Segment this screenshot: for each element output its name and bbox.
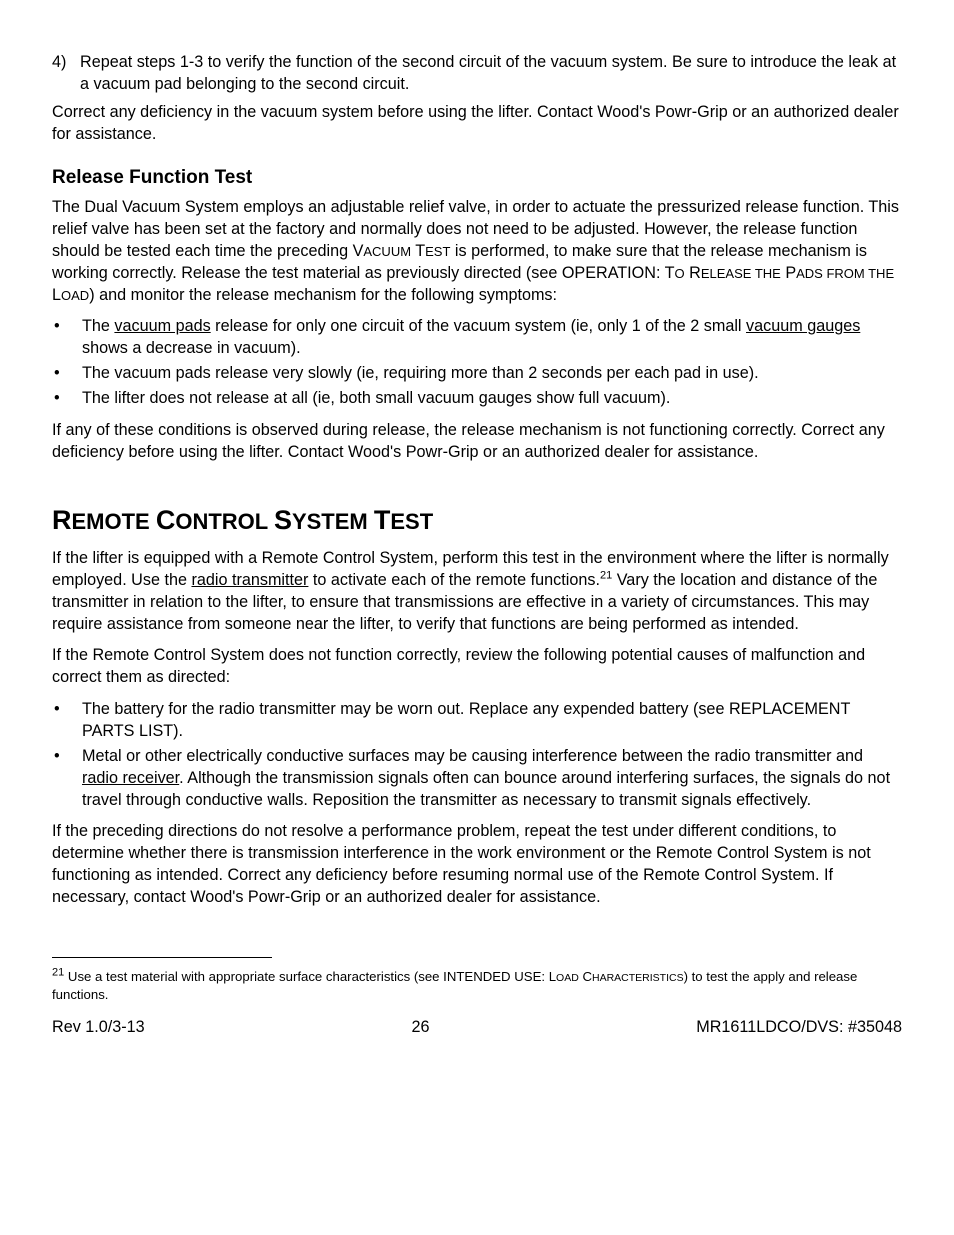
bullet-text: The vacuum pads release very slowly (ie,…	[82, 363, 902, 385]
text: R	[685, 264, 701, 282]
bullet-text: The vacuum pads release for only one cir…	[82, 316, 902, 360]
bullet-icon: •	[52, 363, 82, 385]
text: The	[82, 317, 114, 335]
release-bullet-3: • The lifter does not release at all (ie…	[52, 388, 902, 410]
paragraph-remote-malfunction: If the Remote Control System does not fu…	[52, 645, 902, 689]
cap: T	[374, 505, 391, 535]
heading-release-function-test: Release Function Test	[52, 165, 902, 191]
text: P	[781, 264, 796, 282]
paragraph-if-any-conditions: If any of these conditions is observed d…	[52, 420, 902, 464]
footer-page-number: 26	[411, 1017, 429, 1039]
bullet-text: The battery for the radio transmitter ma…	[82, 699, 902, 743]
cause-bullet-1: • The battery for the radio transmitter …	[52, 699, 902, 743]
text: to activate each of the remote functions…	[308, 571, 600, 589]
underline-radio-transmitter: radio transmitter	[191, 571, 308, 589]
step-4-text: Repeat steps 1-3 to verify the function …	[80, 52, 902, 96]
underline-vacuum-pads: vacuum pads	[114, 317, 210, 335]
paragraph-release-intro: The Dual Vacuum System employs an adjust…	[52, 197, 902, 306]
release-bullet-2: • The vacuum pads release very slowly (i…	[52, 363, 902, 385]
paragraph-correct-deficiency: Correct any deficiency in the vacuum sys…	[52, 102, 902, 146]
footer-rev: Rev 1.0/3-13	[52, 1017, 145, 1039]
smallcaps: ELEASE THE	[701, 266, 781, 281]
text: . Although the transmission signals ofte…	[82, 769, 890, 809]
text: C	[579, 969, 592, 984]
footnote-rule	[52, 957, 272, 958]
bullet-icon: •	[52, 746, 82, 812]
smallcaps: O	[675, 266, 685, 281]
step-4: 4) Repeat steps 1-3 to verify the functi…	[52, 52, 902, 96]
footnote-ref-21: 21	[600, 569, 612, 581]
footnote-21: 21 Use a test material with appropriate …	[52, 968, 902, 1004]
heading-remote-control-system-test: REMOTE CONTROL SYSTEM TEST	[52, 502, 902, 538]
bullet-text: Metal or other electrically conductive s…	[82, 746, 902, 812]
cap: R	[52, 505, 72, 535]
paragraph-remote-intro: If the lifter is equipped with a Remote …	[52, 548, 902, 635]
smallcaps: EST	[425, 244, 450, 259]
smallcaps: OAD	[556, 972, 579, 984]
text: ) and monitor the release mechanism for …	[89, 286, 557, 304]
footer-doc-id: MR1611LDCO/DVS: #35048	[696, 1017, 902, 1039]
cap: C	[156, 505, 176, 535]
text: release for only one circuit of the vacu…	[211, 317, 746, 335]
step-4-number: 4)	[52, 52, 80, 96]
text: Metal or other electrically conductive s…	[82, 747, 863, 765]
text: T	[411, 242, 425, 260]
footnote-number: 21	[52, 966, 64, 978]
sc: EST	[390, 509, 433, 534]
paragraph-preceding-directions: If the preceding directions do not resol…	[52, 821, 902, 908]
release-bullet-1: • The vacuum pads release for only one c…	[52, 316, 902, 360]
text: Use a test material with appropriate sur…	[64, 969, 556, 984]
smallcaps: ACUUM	[363, 244, 411, 259]
sc: YSTEM	[292, 509, 374, 534]
page-footer: Rev 1.0/3-13 26 MR1611LDCO/DVS: #35048	[52, 1017, 902, 1039]
text: L	[52, 286, 61, 304]
smallcaps: OAD	[61, 288, 89, 303]
underline-radio-receiver: radio receiver	[82, 769, 179, 787]
bullet-icon: •	[52, 388, 82, 410]
cap: S	[274, 505, 292, 535]
cause-bullet-2: • Metal or other electrically conductive…	[52, 746, 902, 812]
bullet-icon: •	[52, 699, 82, 743]
text: shows a decrease in vacuum).	[82, 339, 301, 357]
sc: ONTROL	[175, 509, 274, 534]
smallcaps: HARACTERISTICS	[592, 972, 684, 984]
smallcaps: ADS FROM THE	[796, 266, 894, 281]
underline-vacuum-gauges: vacuum gauges	[746, 317, 860, 335]
sc: EMOTE	[72, 509, 156, 534]
bullet-icon: •	[52, 316, 82, 360]
bullet-text: The lifter does not release at all (ie, …	[82, 388, 902, 410]
